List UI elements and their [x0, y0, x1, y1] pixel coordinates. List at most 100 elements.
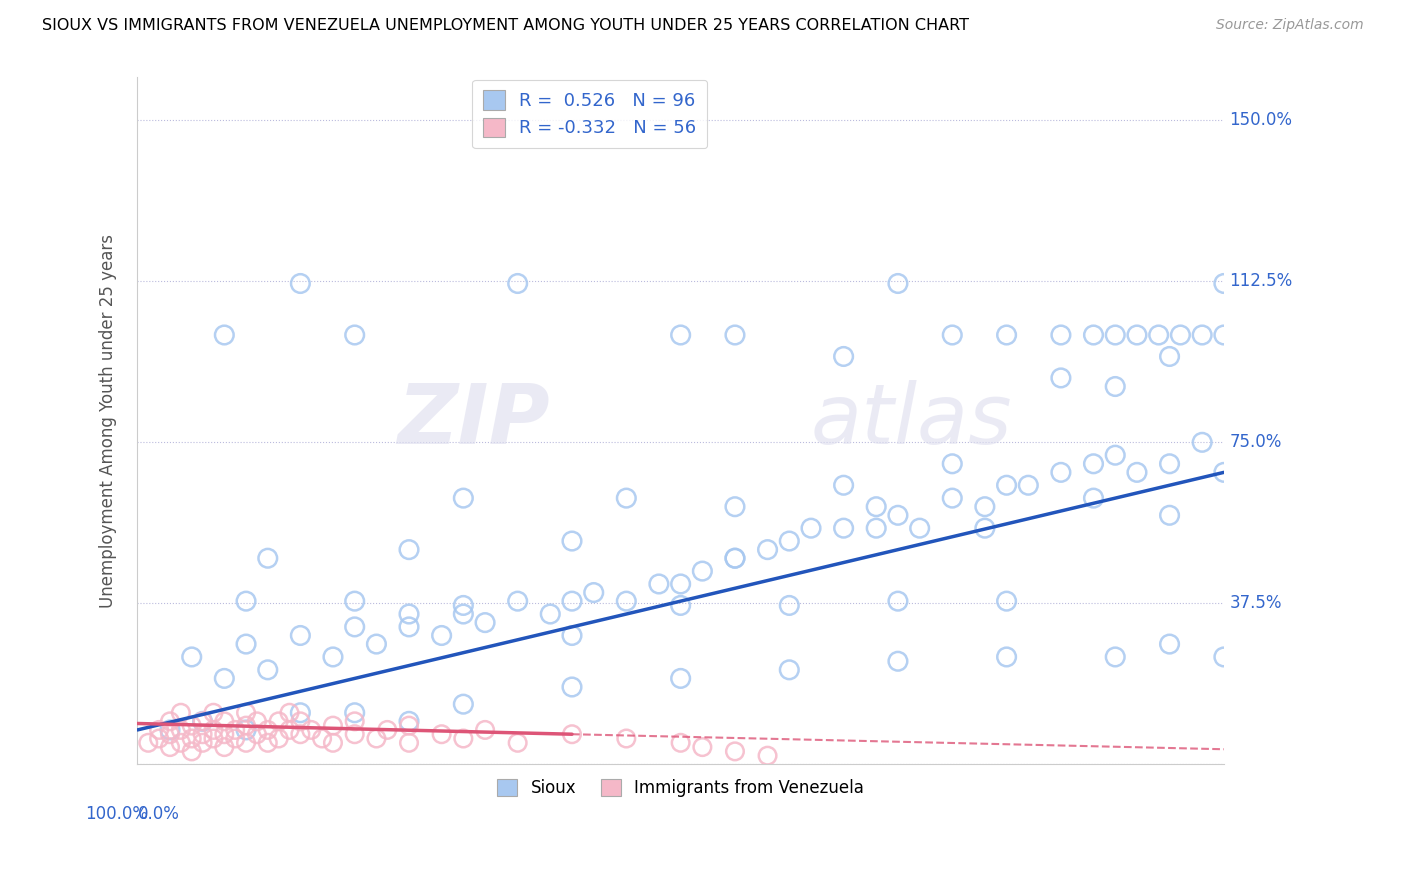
Text: 75.0%: 75.0%: [1229, 434, 1282, 451]
Point: [453, 491, 475, 505]
Y-axis label: Unemployment Among Youth under 25 years: Unemployment Among Youth under 25 years: [98, 234, 117, 607]
Point: [214, 727, 236, 741]
Point: [180, 718, 202, 732]
Point: [941, 491, 963, 505]
Point: [398, 718, 420, 732]
Point: [1083, 491, 1105, 505]
Point: [235, 594, 257, 608]
Point: [256, 663, 278, 677]
Point: [692, 564, 714, 578]
Point: [246, 714, 269, 729]
Point: [582, 585, 605, 599]
Point: [343, 594, 366, 608]
Point: [1159, 457, 1181, 471]
Point: [832, 350, 855, 364]
Point: [453, 697, 475, 711]
Point: [561, 680, 583, 694]
Point: [398, 542, 420, 557]
Point: [1191, 435, 1213, 450]
Point: [214, 672, 236, 686]
Point: [887, 508, 910, 523]
Point: [506, 736, 529, 750]
Point: [561, 628, 583, 642]
Point: [1159, 508, 1181, 523]
Point: [1191, 328, 1213, 343]
Point: [343, 714, 366, 729]
Text: 37.5%: 37.5%: [1229, 594, 1282, 612]
Point: [669, 599, 692, 613]
Point: [235, 736, 257, 750]
Point: [669, 328, 692, 343]
Point: [506, 594, 529, 608]
Point: [669, 736, 692, 750]
Point: [756, 542, 779, 557]
Point: [1104, 448, 1126, 462]
Point: [1083, 328, 1105, 343]
Point: [224, 731, 246, 746]
Point: [724, 328, 747, 343]
Point: [170, 723, 193, 737]
Point: [474, 615, 496, 630]
Point: [202, 731, 225, 746]
Point: [1017, 478, 1039, 492]
Point: [1050, 466, 1073, 480]
Point: [278, 723, 301, 737]
Point: [474, 723, 496, 737]
Point: [343, 706, 366, 720]
Point: [724, 551, 747, 566]
Point: [1212, 277, 1234, 291]
Point: [453, 731, 475, 746]
Point: [322, 718, 344, 732]
Point: [887, 277, 910, 291]
Point: [430, 628, 453, 642]
Text: ZIP: ZIP: [398, 380, 550, 461]
Point: [614, 594, 637, 608]
Point: [778, 599, 800, 613]
Point: [214, 740, 236, 755]
Point: [246, 727, 269, 741]
Point: [941, 328, 963, 343]
Point: [290, 628, 312, 642]
Point: [995, 649, 1018, 664]
Point: [299, 723, 322, 737]
Text: SIOUX VS IMMIGRANTS FROM VENEZUELA UNEMPLOYMENT AMONG YOUTH UNDER 25 YEARS CORRE: SIOUX VS IMMIGRANTS FROM VENEZUELA UNEMP…: [42, 18, 969, 33]
Point: [865, 500, 887, 514]
Point: [290, 727, 312, 741]
Point: [267, 714, 290, 729]
Point: [1104, 649, 1126, 664]
Point: [343, 328, 366, 343]
Point: [214, 714, 236, 729]
Point: [202, 723, 225, 737]
Point: [453, 607, 475, 621]
Point: [453, 599, 475, 613]
Point: [1126, 466, 1149, 480]
Point: [669, 577, 692, 591]
Point: [1170, 328, 1192, 343]
Point: [973, 500, 995, 514]
Point: [995, 594, 1018, 608]
Point: [561, 534, 583, 549]
Point: [398, 607, 420, 621]
Point: [1159, 350, 1181, 364]
Point: [170, 736, 193, 750]
Legend: Sioux, Immigrants from Venezuela: Sioux, Immigrants from Venezuela: [491, 772, 870, 804]
Point: [311, 731, 333, 746]
Point: [430, 727, 453, 741]
Point: [995, 328, 1018, 343]
Point: [1050, 371, 1073, 385]
Point: [561, 727, 583, 741]
Point: [159, 727, 181, 741]
Point: [375, 723, 398, 737]
Point: [614, 491, 637, 505]
Point: [398, 714, 420, 729]
Point: [256, 551, 278, 566]
Point: [366, 637, 388, 651]
Text: 100.0%: 100.0%: [86, 805, 148, 823]
Point: [136, 736, 159, 750]
Point: [170, 706, 193, 720]
Point: [506, 277, 529, 291]
Point: [724, 551, 747, 566]
Point: [180, 744, 202, 758]
Point: [343, 727, 366, 741]
Point: [832, 478, 855, 492]
